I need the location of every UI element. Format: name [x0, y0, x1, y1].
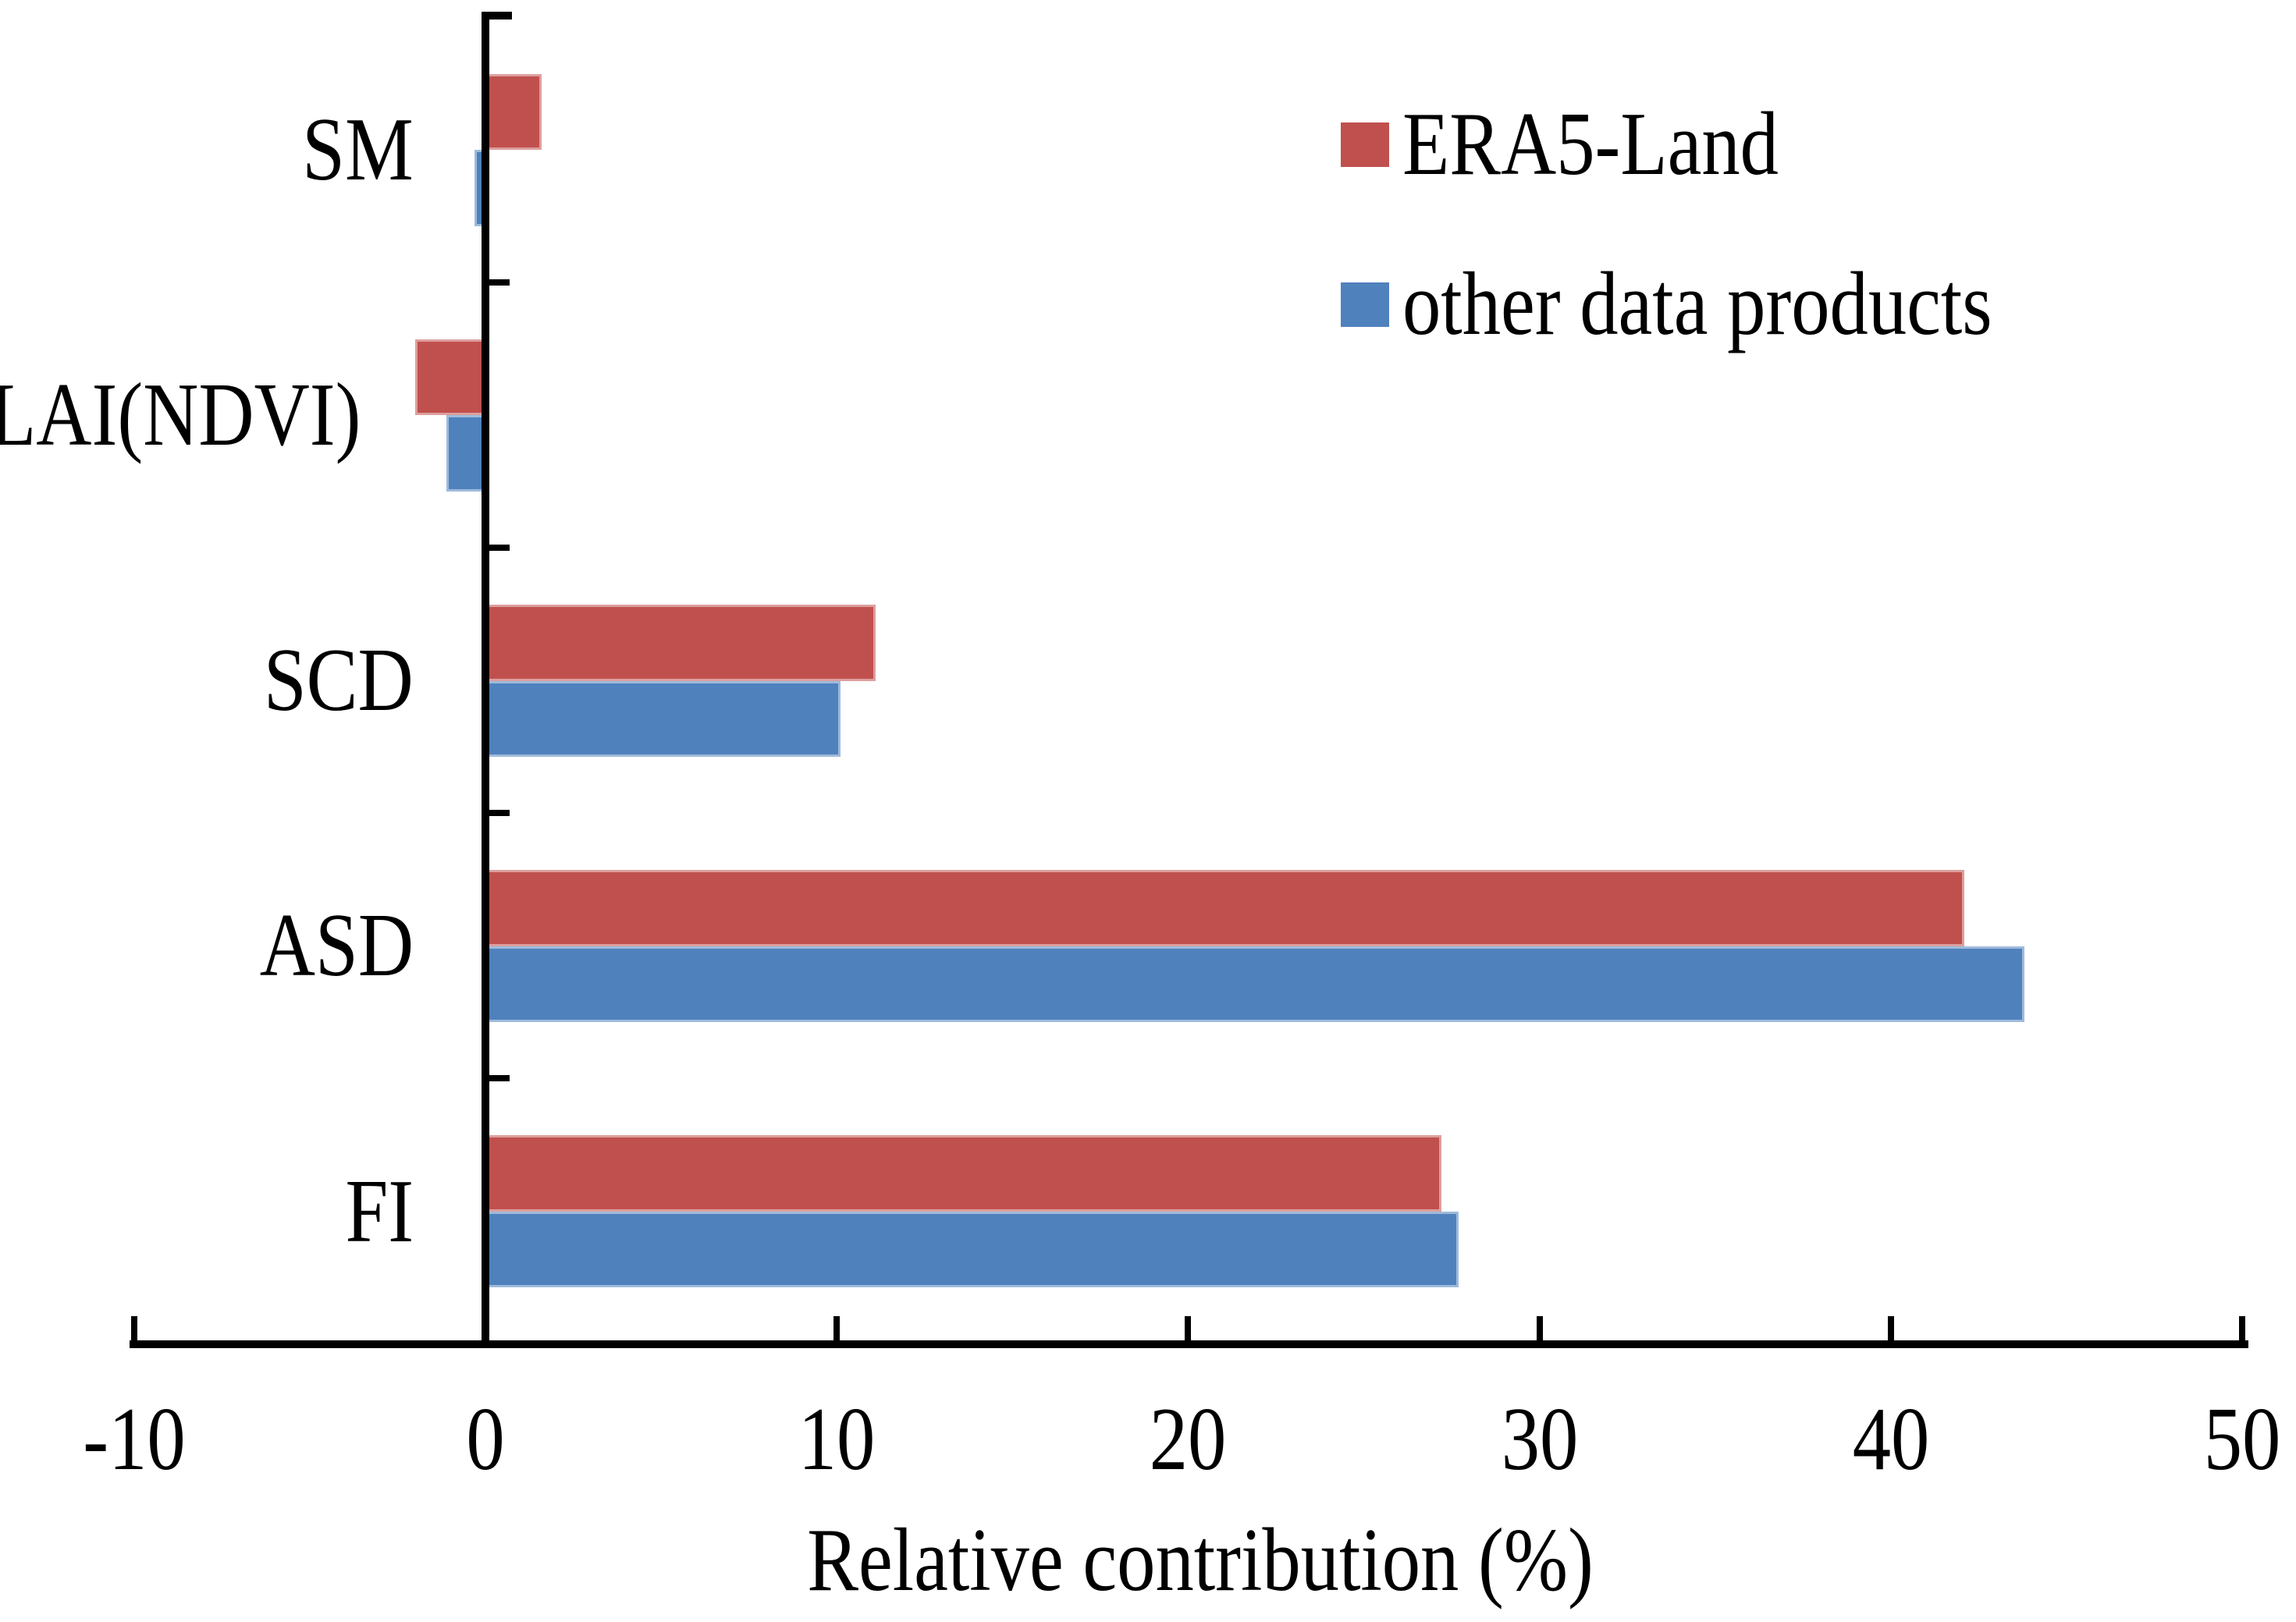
y-axis-line [482, 12, 489, 1348]
y-axis-tick [485, 810, 510, 817]
x-axis-tick [1887, 1316, 1894, 1340]
x-axis-line [130, 1340, 2248, 1348]
category-label-scd: SCD [264, 630, 414, 731]
y-axis-tick [485, 1075, 510, 1082]
category-label-sm: SM [302, 99, 414, 200]
category-label-lai-ndvi-: LAI(NDVI) [0, 364, 361, 465]
bar-other-data-products-asd [485, 946, 2024, 1023]
bar-era5-land-scd [485, 605, 876, 681]
legend-label-other-data-products: other data products [1402, 254, 1992, 354]
y-axis-tick [485, 545, 510, 551]
x-axis-tick [1185, 1316, 1192, 1340]
y-axis-tick [485, 279, 510, 286]
x-axis-title: Relative contribution (%) [807, 1510, 1594, 1610]
bar-other-data-products-scd [485, 680, 841, 757]
category-label-fi: FI [345, 1161, 414, 1262]
x-axis-tick-label: 10 [798, 1390, 876, 1489]
x-axis-tick-label: 40 [1852, 1390, 1930, 1489]
y-axis-top-tick [485, 12, 512, 20]
legend-swatch-other-data-products [1341, 282, 1389, 327]
bar-era5-land-asd [485, 870, 1965, 946]
x-axis-tick [1536, 1316, 1543, 1340]
legend-swatch-era5-land [1341, 122, 1389, 167]
x-axis-tick-label: -10 [83, 1390, 186, 1489]
bar-era5-land-fi [485, 1135, 1441, 1212]
category-label-asd: ASD [259, 896, 414, 996]
bar-era5-land-sm [485, 73, 542, 151]
x-axis-tick [833, 1316, 841, 1340]
x-axis-tick-label: 30 [1501, 1390, 1578, 1489]
x-axis-tick-label: 20 [1150, 1390, 1227, 1489]
bar-other-data-products-fi [485, 1211, 1459, 1288]
legend-label-era5-land: ERA5-Land [1402, 94, 1779, 194]
bar-era5-land-lai-ndvi- [414, 339, 485, 416]
bar-other-data-products-lai-ndvi- [446, 415, 485, 492]
x-axis-tick-label: 0 [466, 1390, 505, 1489]
x-axis-tick [2239, 1316, 2245, 1340]
x-axis-tick [130, 1316, 137, 1340]
x-axis-tick-label: 50 [2203, 1390, 2281, 1489]
